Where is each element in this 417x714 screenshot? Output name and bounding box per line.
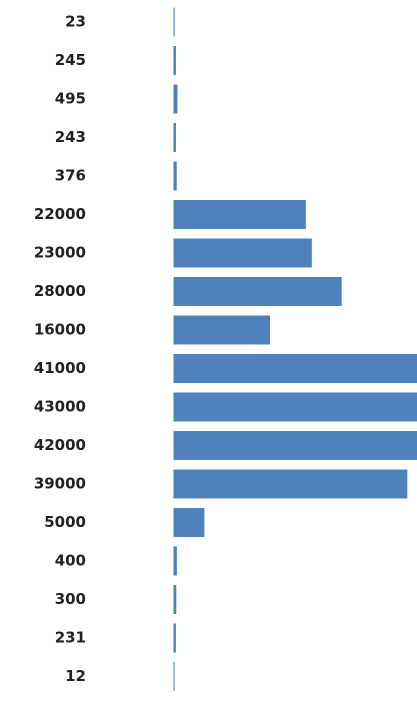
bar	[173, 431, 417, 460]
bar	[173, 354, 417, 383]
y-tick-label: 22000	[34, 205, 86, 223]
bar	[173, 315, 271, 345]
y-tick-label: 16000	[34, 321, 86, 339]
y-tick-label: 42000	[34, 436, 86, 454]
y-tick-label: 41000	[34, 359, 86, 377]
bar	[173, 469, 408, 499]
y-tick-label: 495	[55, 90, 86, 108]
bar	[173, 623, 176, 653]
y-tick-label: 243	[55, 128, 86, 146]
y-tick-label: 39000	[34, 475, 86, 493]
bar	[173, 238, 312, 268]
bar	[173, 46, 176, 75]
bar	[173, 508, 205, 537]
bar	[173, 392, 417, 422]
bar	[173, 161, 177, 191]
y-tick-label: 245	[55, 51, 86, 69]
bar	[173, 546, 177, 576]
y-tick-label: 5000	[44, 513, 86, 531]
y-tick-label: 231	[55, 629, 86, 647]
bar	[173, 277, 342, 306]
y-tick-label: 43000	[34, 398, 86, 416]
y-tick-label: 23000	[34, 244, 86, 262]
y-tick-label: 23	[65, 13, 86, 31]
y-tick-label: 12	[65, 667, 86, 685]
bar	[173, 200, 306, 229]
y-tick-label: 376	[55, 167, 86, 185]
y-tick-label: 400	[55, 552, 86, 570]
bar	[173, 84, 178, 114]
bar	[173, 585, 177, 614]
y-tick-label: 300	[55, 590, 86, 608]
bar	[173, 123, 176, 152]
y-tick-label: 28000	[34, 282, 86, 300]
